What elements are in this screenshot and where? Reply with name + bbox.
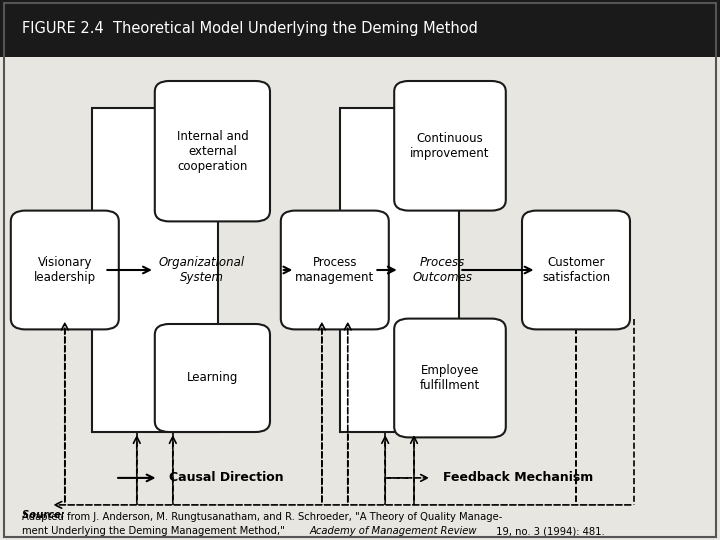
Text: Continuous
improvement: Continuous improvement: [410, 132, 490, 160]
Text: 19, no. 3 (1994): 481.: 19, no. 3 (1994): 481.: [493, 526, 605, 537]
FancyBboxPatch shape: [92, 108, 217, 432]
FancyBboxPatch shape: [281, 211, 389, 329]
Text: Source:: Source:: [22, 510, 68, 521]
Text: Adapted from J. Anderson, M. Rungtusanatham, and R. Schroeder, "A Theory of Qual: Adapted from J. Anderson, M. Rungtusanat…: [22, 512, 502, 522]
FancyBboxPatch shape: [0, 0, 720, 57]
Text: Learning: Learning: [186, 372, 238, 384]
Text: Organizational
System: Organizational System: [158, 256, 245, 284]
FancyBboxPatch shape: [155, 324, 270, 432]
Text: Causal Direction: Causal Direction: [169, 471, 284, 484]
Text: Visionary
leadership: Visionary leadership: [34, 256, 96, 284]
Text: Process
management: Process management: [295, 256, 374, 284]
Text: Process
Outcomes: Process Outcomes: [413, 256, 473, 284]
Text: Employee
fulfillment: Employee fulfillment: [420, 364, 480, 392]
Text: Internal and
external
cooperation: Internal and external cooperation: [176, 130, 248, 173]
Text: FIGURE 2.4  Theoretical Model Underlying the Deming Method: FIGURE 2.4 Theoretical Model Underlying …: [22, 21, 477, 36]
Text: ment Underlying the Deming Management Method,": ment Underlying the Deming Management Me…: [22, 526, 287, 537]
FancyBboxPatch shape: [155, 81, 270, 221]
FancyBboxPatch shape: [395, 319, 505, 437]
Text: Academy of Management Review: Academy of Management Review: [310, 526, 477, 537]
Text: Customer
satisfaction: Customer satisfaction: [542, 256, 610, 284]
FancyBboxPatch shape: [11, 211, 119, 329]
FancyBboxPatch shape: [522, 211, 630, 329]
FancyBboxPatch shape: [395, 81, 505, 211]
FancyBboxPatch shape: [341, 108, 459, 432]
Text: Feedback Mechanism: Feedback Mechanism: [443, 471, 593, 484]
